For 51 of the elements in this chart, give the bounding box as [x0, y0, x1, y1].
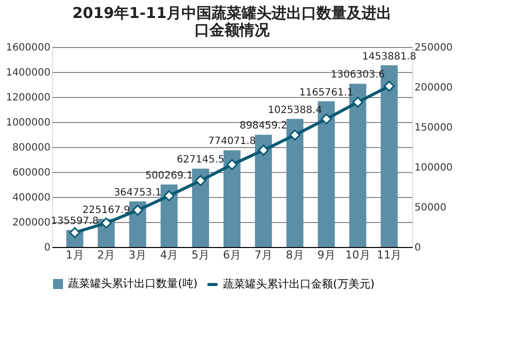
x-tick-label: 8月 [286, 248, 304, 262]
y-tick-label: 400000 [12, 192, 50, 204]
y2-tick-label: 0 [414, 242, 421, 254]
bar [254, 134, 272, 247]
legend-label: 蔬菜罐头累计出口数量(吨) [68, 277, 198, 290]
bar [192, 168, 210, 247]
point [320, 114, 332, 124]
data-label: 135597.8 [50, 216, 99, 228]
bar [286, 118, 304, 247]
point [352, 96, 364, 108]
data-label: 1453881.8 [362, 51, 416, 62]
y-tick-label: 200000 [12, 218, 50, 228]
chart-title: 2019年1-11月中国蔬菜罐头进出口数量及进出口金额情况 [72, 4, 392, 39]
legend-label: 蔬菜罐头累计出口金额(万美元) [223, 278, 375, 290]
y-tick-label: 0 [44, 242, 50, 254]
point [195, 175, 206, 186]
x-tick-label: 5月 [192, 248, 210, 262]
x-tick-label: 11月 [376, 248, 402, 262]
point [258, 144, 269, 156]
point [226, 159, 238, 170]
y2-tick-label: 50000 [414, 202, 446, 214]
y-tick-label: 1200000 [6, 92, 50, 104]
x-tick-label: 1月 [66, 248, 84, 262]
y2-tick-label: 100000 [414, 162, 453, 174]
data-label: 225167.9 [82, 204, 130, 216]
y-tick-label: 1400000 [6, 68, 50, 78]
point [384, 80, 395, 92]
data-label: 364753.1 [114, 187, 162, 198]
bar [160, 184, 178, 247]
data-label: 627145.5 [176, 154, 224, 166]
y-tick-label: 1000000 [6, 118, 50, 128]
point [289, 130, 300, 140]
data-label: 898459.2 [240, 120, 288, 132]
y-tick-label: 1600000 [6, 42, 50, 54]
point [100, 218, 112, 228]
data-label: 500269.1 [145, 170, 193, 182]
x-tick-label: 10月 [345, 248, 370, 262]
y2-tick-label: 250000 [414, 42, 453, 54]
x-tick-label: 2月 [97, 248, 116, 262]
x-tick-label: 6月 [223, 248, 241, 262]
x-tick-label: 4月 [160, 248, 178, 262]
bar [224, 150, 240, 247]
point [132, 204, 144, 216]
x-tick-label: 9月 [317, 248, 336, 262]
x-tick-label: 3月 [128, 248, 147, 262]
point [164, 190, 175, 202]
y2-tick-label: 150000 [414, 122, 453, 134]
y-tick-label: 800000 [12, 142, 50, 154]
y-tick-label: 600000 [12, 168, 50, 178]
y2-tick-label: 200000 [414, 82, 453, 94]
x-tick-label: 7月 [254, 248, 272, 262]
